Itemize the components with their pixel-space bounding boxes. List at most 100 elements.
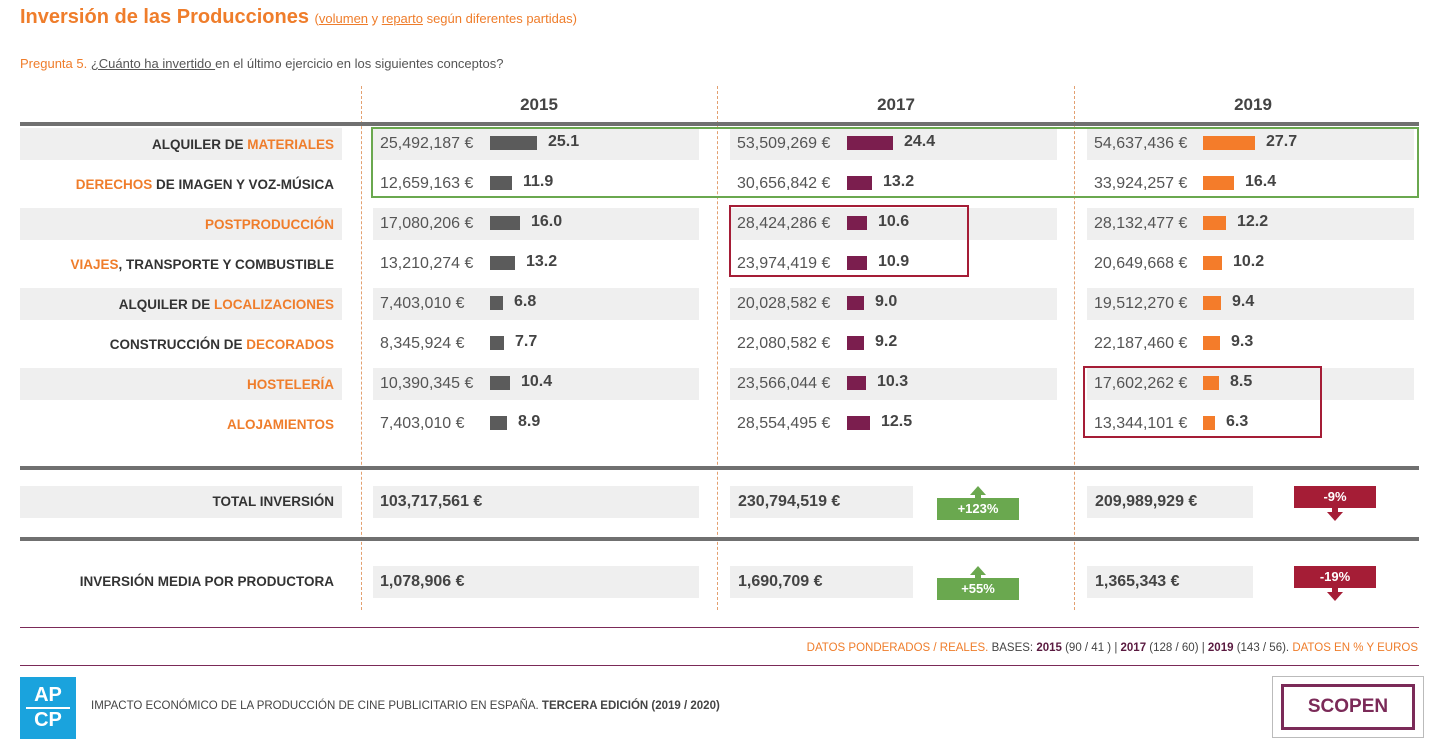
year-header-2015: 2015 [520, 95, 558, 114]
row-label: CONSTRUCCIÓN DE DECORADOS [20, 337, 334, 352]
total-2017: 230,794,519 € [738, 493, 841, 510]
amount-2017: 30,656,842 € [737, 175, 831, 192]
pct-label-2019: 6.3 [1226, 413, 1249, 430]
question-rest: en el último ejercicio en los siguientes… [215, 56, 504, 71]
pct-label-2017: 9.0 [875, 293, 898, 310]
pct-label-2015: 16.0 [531, 213, 563, 230]
cell-bg [1087, 368, 1414, 400]
pct-label-2019: 9.4 [1232, 293, 1255, 310]
row-label: ALQUILER DE MATERIALES [20, 137, 334, 152]
footer-base-2017: (128 / 60) | [1146, 642, 1208, 654]
amount-2019: 28,132,477 € [1094, 215, 1188, 232]
media-label: INVERSIÓN MEDIA POR PRODUCTORA [79, 574, 334, 589]
amount-2015: 25,492,187 € [380, 135, 474, 152]
row-label-highlight: ALOJAMIENTOS [226, 417, 334, 432]
bar-2015 [490, 256, 515, 270]
pct-label-2015: 13.2 [526, 253, 558, 270]
row-label-highlight: DERECHOS [75, 177, 153, 192]
footer-year-2017: 2017 [1120, 642, 1147, 654]
pct-label-2019: 12.2 [1237, 213, 1269, 230]
bar-2017 [847, 296, 864, 310]
apcp-logo-line2: CP [34, 709, 62, 731]
amount-2015: 10,390,345 € [380, 375, 474, 392]
question-label: Pregunta 5. [20, 56, 91, 71]
amount-2019: 19,512,270 € [1094, 295, 1188, 312]
pct-label-2019: 8.5 [1230, 373, 1253, 390]
cell-bg [1087, 288, 1414, 320]
row-label-highlight: VIAJES [70, 257, 119, 272]
bar-2019 [1203, 416, 1215, 430]
highlight-box-2017 [729, 205, 969, 277]
row-label-highlight: DECORADOS [246, 337, 334, 352]
footer-year-2019: 2019 [1207, 642, 1234, 654]
footer-datos: DATOS PONDERADOS / REALES. [806, 642, 989, 654]
impact-text-edition: TERCERA EDICIÓN (2019 / 2020) [541, 700, 720, 712]
scopen-logo-frame [1272, 676, 1424, 738]
amount-2015: 7,403,010 € [380, 415, 465, 432]
pct-label-2015: 11.9 [523, 173, 554, 190]
subtitle-reparto: reparto [381, 11, 423, 26]
total-cell-bg [730, 486, 913, 518]
cell-bg [373, 288, 699, 320]
pct-label-2019: 9.3 [1231, 333, 1254, 350]
bar-2017 [847, 176, 872, 190]
bar-2019 [1203, 376, 1219, 390]
row-label-highlight: POSTPRODUCCIÓN [204, 217, 334, 232]
row-label-pre: ALQUILER DE [151, 137, 248, 152]
media-cell-bg [730, 566, 913, 598]
bar-2017 [847, 336, 864, 350]
pct-label-2015: 10.4 [521, 373, 553, 390]
bar-2015 [490, 176, 512, 190]
row-label: POSTPRODUCCIÓN [20, 217, 334, 232]
bar-2019 [1203, 256, 1222, 270]
apcp-logo-line1: AP [34, 684, 62, 706]
title-main: Inversión de las Producciones [20, 6, 309, 28]
amount-2019: 20,649,668 € [1094, 255, 1188, 272]
apcp-logo: AP CP [20, 677, 76, 739]
pct-label-2017: 24.4 [904, 133, 936, 150]
cell-bg [730, 368, 1057, 400]
bar-2019 [1203, 136, 1255, 150]
amount-2017: 23,974,419 € [737, 255, 831, 272]
arrow-up-icon [970, 566, 986, 575]
arrow-down-icon [1327, 512, 1343, 521]
row-label-bg [20, 288, 342, 320]
row-label: ALQUILER DE LOCALIZACIONES [20, 297, 334, 312]
subtitle-mid: y [368, 11, 382, 26]
subtitle-rest: según diferentes partidas) [422, 11, 577, 26]
year-header-2019: 2019 [1234, 95, 1272, 114]
bar-2017 [847, 416, 870, 430]
row-label: DERECHOS DE IMAGEN Y VOZ-MÚSICA [20, 177, 334, 192]
total-label: TOTAL INVERSIÓN [212, 494, 334, 509]
footer-base-2015: (90 / 41 ) | [1061, 642, 1121, 654]
media-cell-bg [373, 566, 699, 598]
bar-2017 [847, 256, 867, 270]
highlight-box-green [371, 127, 1419, 198]
column-divider [717, 86, 718, 610]
arrow-down-stem [1332, 588, 1338, 593]
column-divider [361, 86, 362, 610]
total-cell-bg [1087, 486, 1253, 518]
divider-total [20, 466, 1419, 470]
row-label-highlight: HOSTELERÍA [246, 377, 334, 392]
pct-label-2015: 7.7 [515, 333, 538, 350]
arrow-down-stem [1332, 508, 1338, 513]
pct-label-2017: 13.2 [883, 173, 915, 190]
row-label-post: DE IMAGEN Y VOZ-MÚSICA [152, 177, 334, 192]
bar-2015 [490, 336, 504, 350]
media-2017: 1,690,709 € [738, 573, 823, 590]
bar-2019 [1203, 216, 1226, 230]
change-badge-total-2019: -9% [1294, 486, 1376, 508]
pct-label-2019: 10.2 [1233, 253, 1265, 270]
amount-2015: 12,659,163 € [380, 175, 474, 192]
arrow-up-stem [975, 574, 981, 579]
cell-bg [730, 128, 1057, 160]
pct-label-2015: 6.8 [514, 293, 537, 310]
total-label-bg [20, 486, 342, 518]
pct-label-2017: 9.2 [875, 333, 898, 350]
cell-bg [730, 208, 1057, 240]
amount-2015: 8,345,924 € [380, 335, 465, 352]
footer-bases: DATOS PONDERADOS / REALES. BASES: 2015 (… [807, 642, 1418, 654]
bar-2015 [490, 216, 520, 230]
amount-2017: 23,566,044 € [737, 375, 831, 392]
